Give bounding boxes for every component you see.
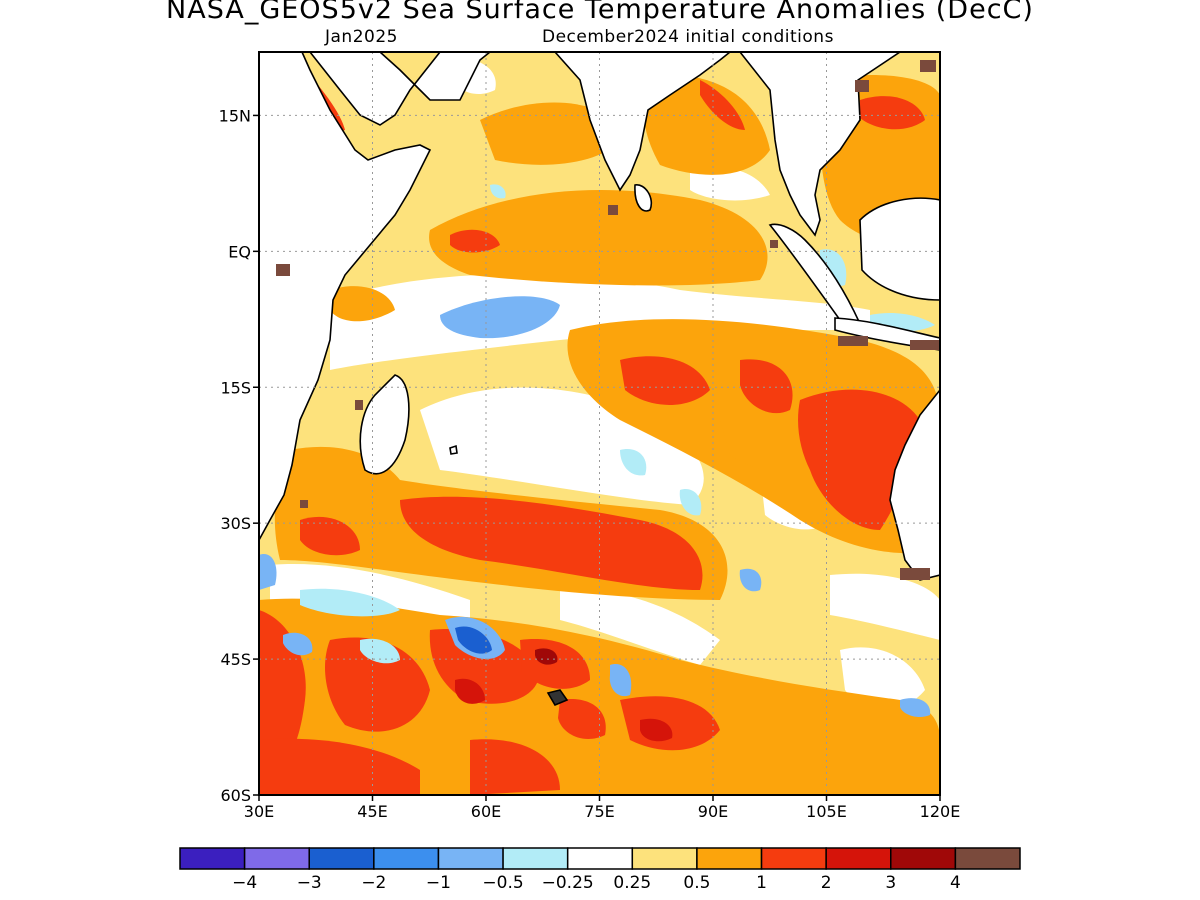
colorbar-label: −0.5	[482, 873, 523, 893]
colorbar	[179, 847, 1021, 870]
lat-tick-label: 30S	[220, 514, 251, 533]
colorbar-swatch	[243, 847, 310, 870]
colorbar-label: 0.25	[613, 873, 651, 893]
sri-lanka-landmass	[634, 184, 653, 212]
colorbar-swatch	[890, 847, 957, 870]
colorbar-swatch	[373, 847, 440, 870]
colorbar-label: −0.25	[542, 873, 594, 893]
colorbar-swatch	[308, 847, 375, 870]
colorbar-labels: −4 −3 −2 −1 −0.5 −0.25 0.25 0.5 1 2 3 4	[232, 873, 961, 893]
grid-lines	[259, 52, 940, 795]
init-conditions: December2024 initial conditions	[542, 27, 834, 47]
lon-tick-label: 90E	[698, 802, 728, 821]
india-landmass	[553, 52, 732, 192]
sumatra-landmass	[768, 223, 867, 337]
lon-tick-label: 60E	[471, 802, 501, 821]
arabia-landmass	[308, 52, 492, 126]
borneo-landmass	[859, 197, 940, 301]
colorbar-swatch	[825, 847, 892, 870]
mauritius-island	[449, 444, 458, 455]
lat-tick-label: 45S	[220, 650, 251, 669]
lat-tick-label: 60S	[220, 786, 251, 805]
land-masses	[259, 52, 940, 707]
colorbar-swatch	[954, 847, 1021, 870]
lat-tick-label: EQ	[228, 242, 251, 261]
lon-tick-label: 105E	[806, 802, 847, 821]
colorbar-label: −3	[297, 873, 322, 893]
colorbar-swatch	[566, 847, 634, 870]
lon-tick-label: 45E	[357, 802, 387, 821]
colorbar-label: 4	[950, 873, 961, 893]
colorbar-label: 0.5	[683, 873, 710, 893]
colorbar-label: 2	[821, 873, 832, 893]
colorbar-swatch	[179, 847, 246, 870]
colorbar-swatch	[502, 847, 569, 870]
kerguelen-island	[546, 689, 569, 707]
colorbar-label: −2	[361, 873, 386, 893]
map-title: NASA_GEOS5v2 Sea Surface Temperature Ano…	[166, 0, 1034, 25]
colorbar-swatch	[631, 847, 698, 870]
colorbar-label: 3	[885, 873, 896, 893]
colorbar-label: −1	[426, 873, 451, 893]
lon-tick-label: 120E	[920, 802, 961, 821]
forecast-month: Jan2025	[325, 27, 398, 47]
anomaly-field	[259, 52, 940, 795]
lon-tick-label: 30E	[244, 802, 274, 821]
colorbar-swatch	[696, 847, 763, 870]
africa-landmass	[259, 52, 432, 541]
colorbar-swatch	[760, 847, 827, 870]
lon-tick-label: 75E	[584, 802, 614, 821]
lat-tick-label: 15S	[220, 378, 251, 397]
lat-tick-label: 15N	[219, 106, 251, 125]
lat-tick-labels: 15N EQ 15S 30S 45S 60S	[219, 106, 259, 805]
colorbar-label: −4	[232, 873, 257, 893]
lon-tick-labels: 30E 45E 60E 75E 90E 105E 120E	[244, 795, 961, 821]
colorbar-swatch	[437, 847, 504, 870]
colorbar-label: 1	[756, 873, 767, 893]
indochina-landmass	[738, 52, 902, 237]
coastal-cells	[276, 60, 940, 580]
